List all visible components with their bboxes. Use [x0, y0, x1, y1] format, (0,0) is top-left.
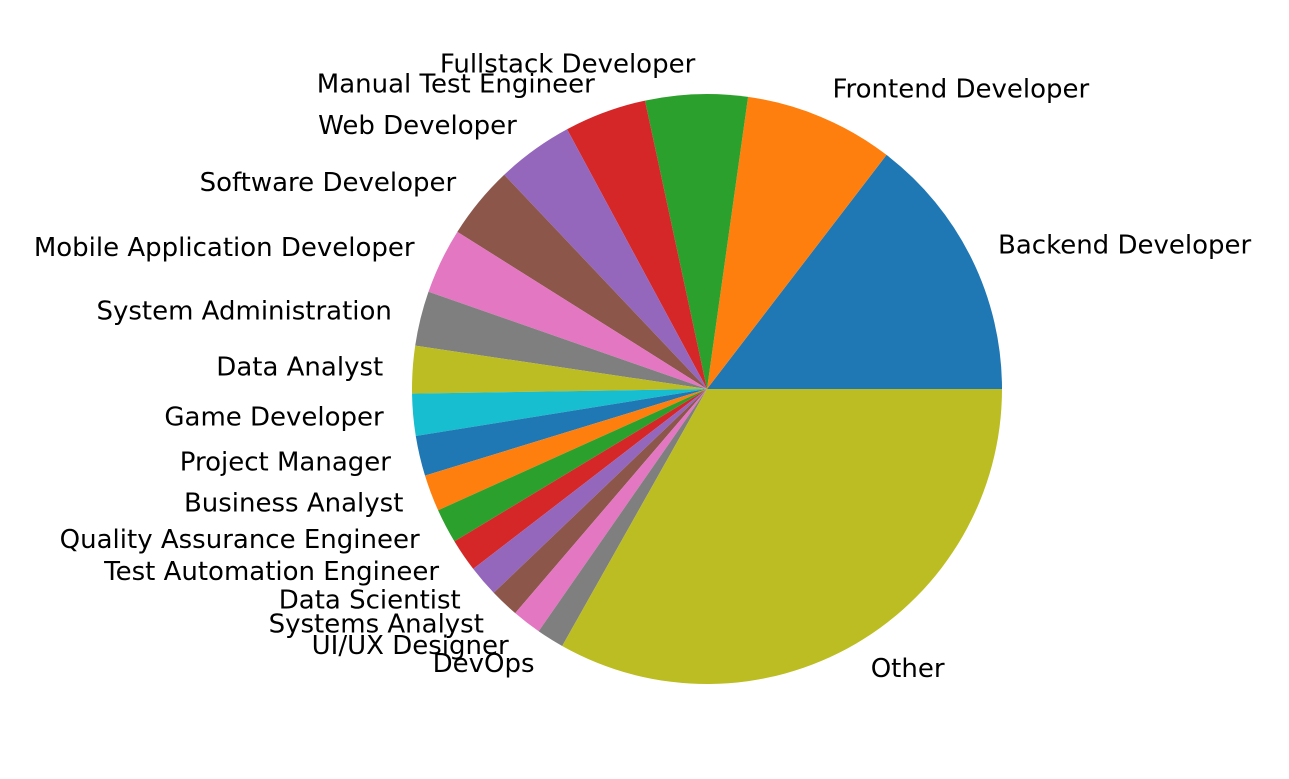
pie-label-fullstack-developer: Fullstack Developer	[440, 50, 696, 80]
pie-label-devops: DevOps	[433, 649, 535, 679]
pie-label-backend-developer: Backend Developer	[998, 230, 1251, 260]
pie-label-project-manager: Project Manager	[180, 448, 391, 478]
pie-slice-ui-ux-designer	[515, 389, 707, 632]
pie-slice-web-developer	[504, 129, 707, 389]
pie-slice-project-manager	[415, 389, 707, 476]
pie-slice-data-scientist	[473, 389, 707, 593]
pie-slice-data-analyst	[412, 345, 707, 394]
pie-label-game-developer: Game Developer	[164, 402, 384, 432]
pie-slice-other	[562, 389, 1002, 684]
pie-slice-frontend-developer	[707, 96, 887, 390]
pie-label-other: Other	[871, 654, 945, 684]
pie-slice-fullstack-developer	[644, 94, 749, 389]
pie-slice-system-administration	[415, 291, 707, 389]
pie-slice-devops	[538, 389, 707, 647]
pie-label-manual-test-engineer: Manual Test Engineer	[317, 70, 595, 100]
pie-label-business-analyst: Business Analyst	[184, 489, 403, 519]
pie-slice-mobile-application-developer	[428, 231, 707, 389]
pie-slice-systems-analyst	[493, 389, 707, 614]
slices-layer	[412, 94, 1002, 684]
pie-label-web-developer: Web Developer	[318, 111, 517, 141]
pie-label-system-administration: System Administration	[96, 296, 391, 326]
pie-label-systems-analyst: Systems Analyst	[269, 610, 484, 640]
labels-layer: Backend Developer Frontend Developer Fulls…	[34, 50, 1252, 684]
pie-label-software-developer: Software Developer	[200, 168, 457, 198]
pie-slice-software-developer	[457, 174, 707, 389]
pie-label-frontend-developer: Frontend Developer	[832, 75, 1089, 105]
pie-slice-test-automation-engineer	[454, 389, 707, 569]
pie-slice-game-developer	[412, 389, 707, 437]
pie-label-data-analyst: Data Analyst	[216, 353, 383, 383]
pie-slice-manual-test-engineer	[567, 100, 707, 389]
pie-label-ui-ux-designer: UI/UX Designer	[312, 631, 509, 661]
pie-slice-backend-developer	[707, 154, 1002, 389]
pie-label-mobile-application-developer: Mobile Application Developer	[34, 233, 415, 263]
pie-slice-business-analyst	[425, 389, 707, 511]
pie-label-data-scientist: Data Scientist	[279, 585, 461, 615]
pie-label-test-automation-engineer: Test Automation Engineer	[103, 557, 439, 587]
pie-slice-quality-assurance-engineer	[438, 389, 707, 542]
pie-label-quality-assurance-engineer: Quality Assurance Engineer	[60, 525, 420, 555]
